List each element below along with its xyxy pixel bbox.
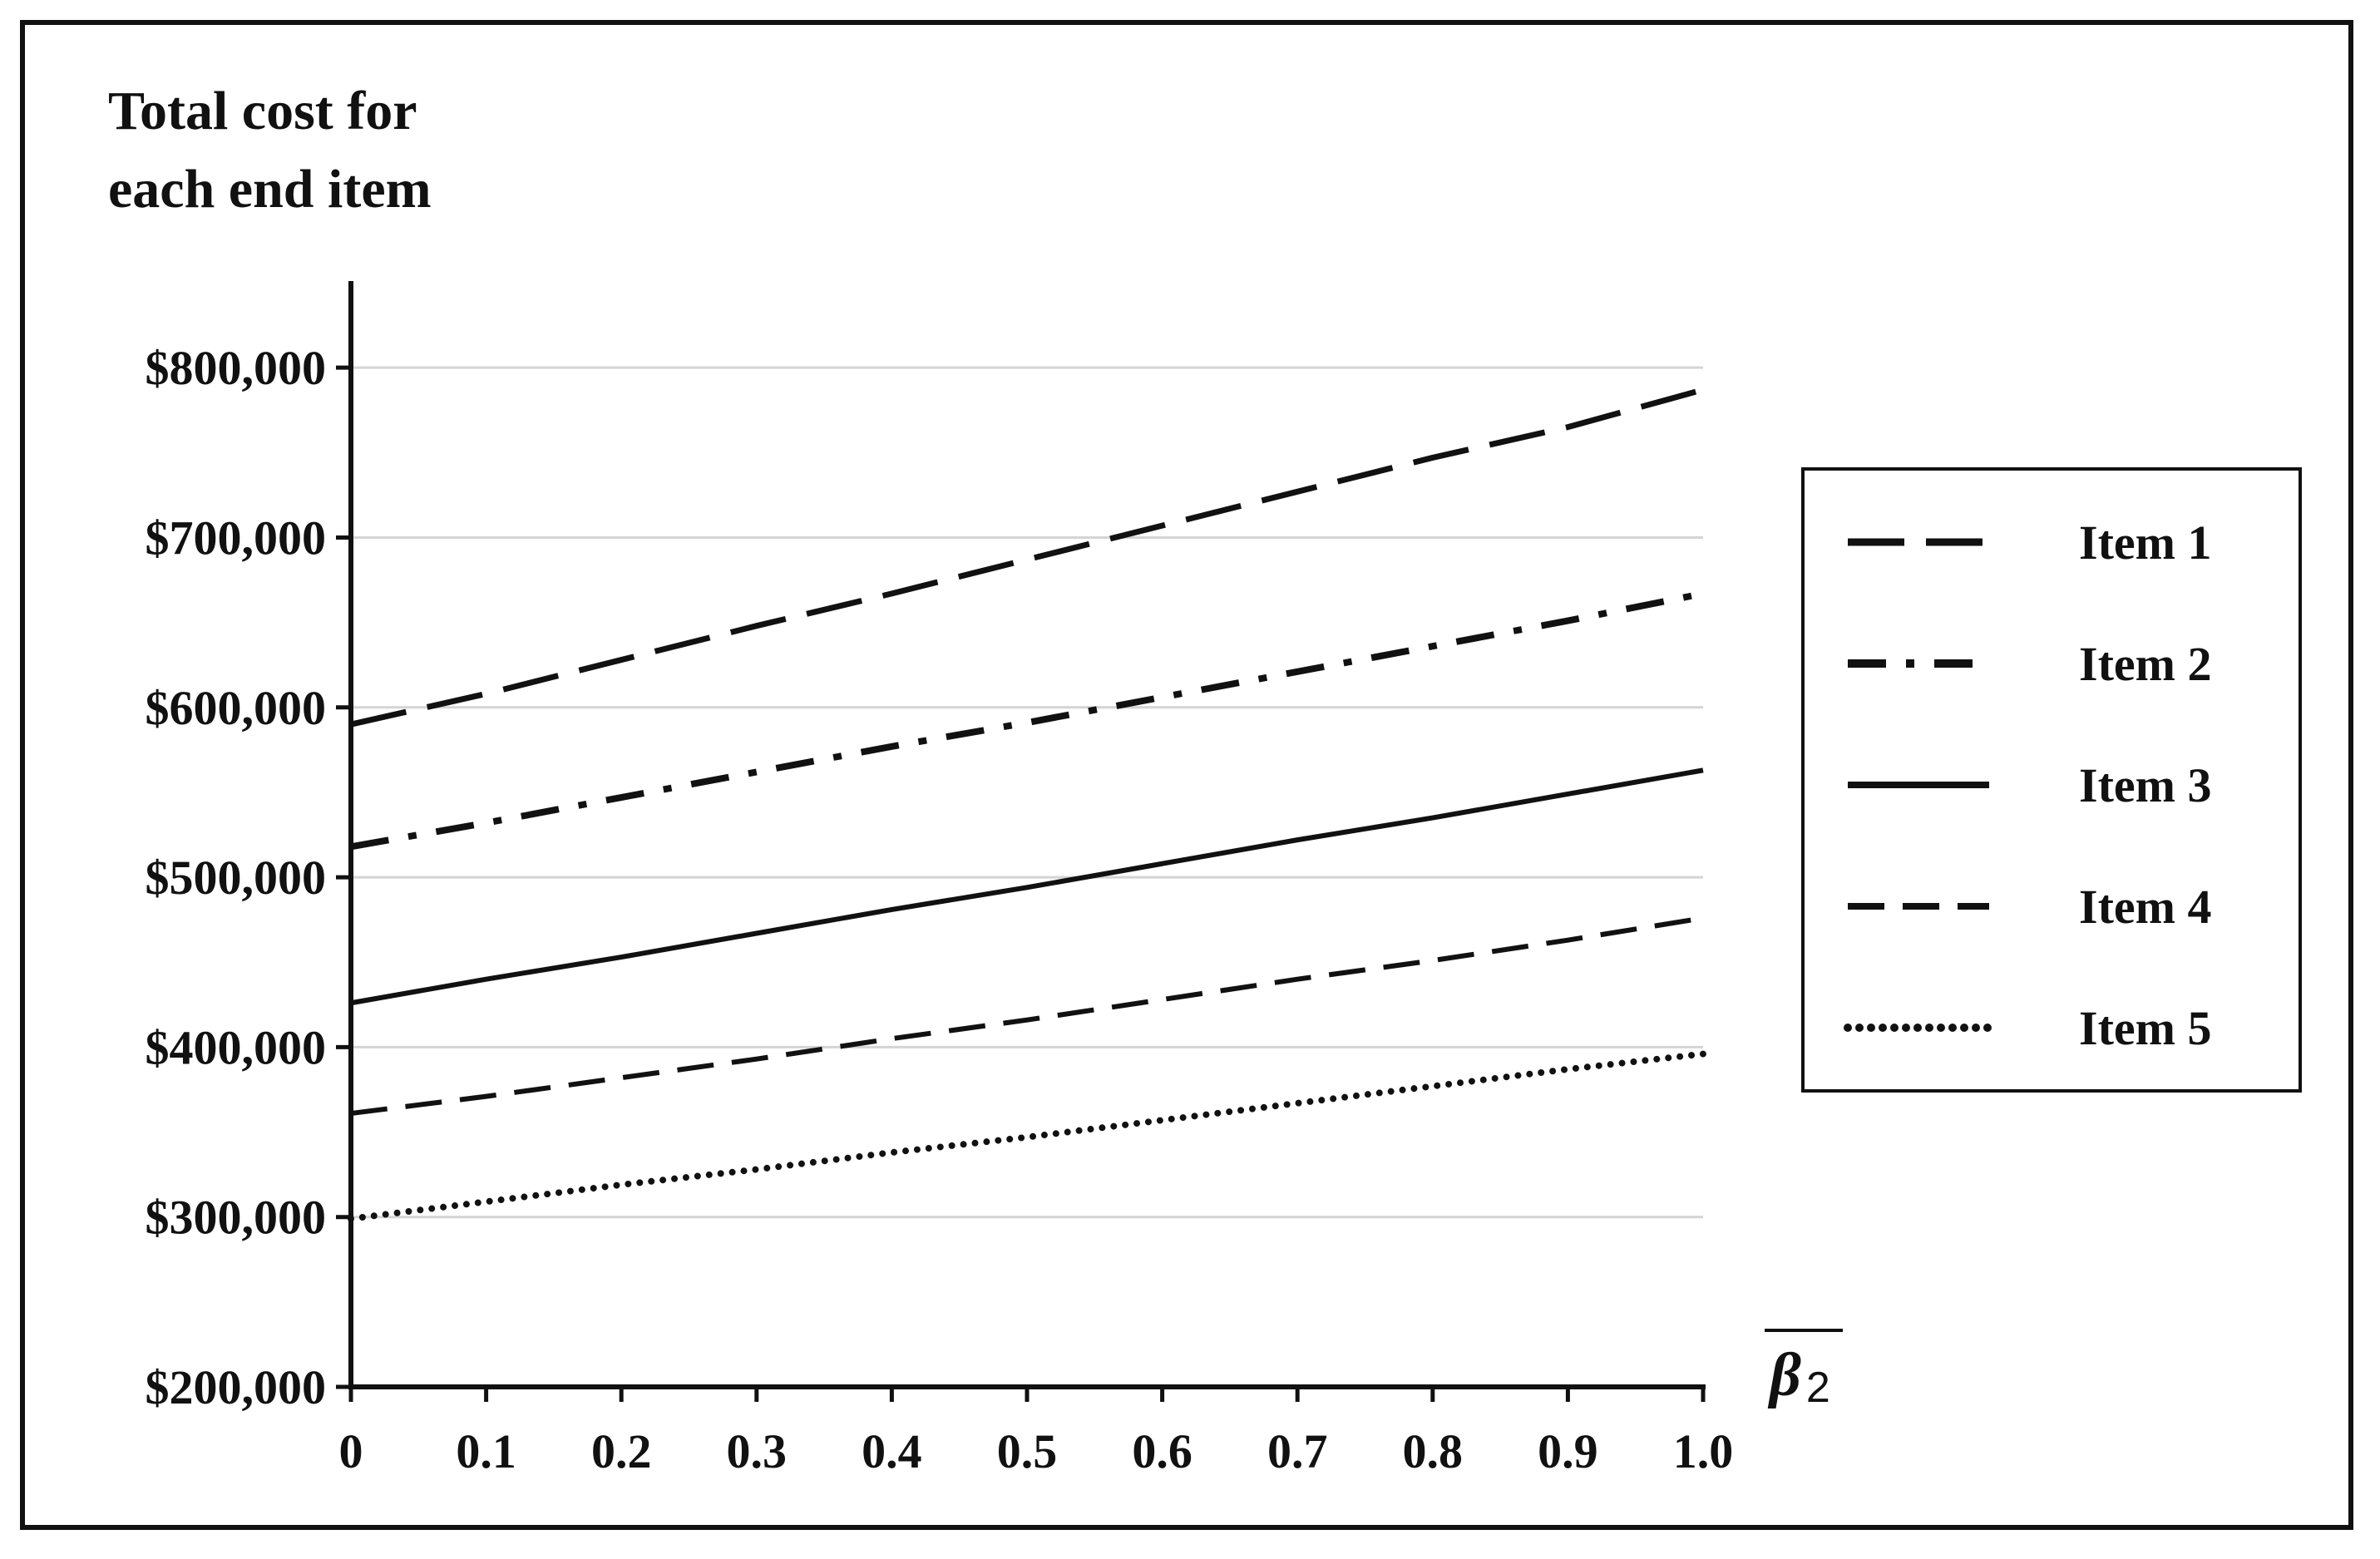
x-tick-label: 0.8: [1403, 1424, 1464, 1478]
x-tick-label: 0.1: [456, 1424, 516, 1478]
y-tick-label: $400,000: [146, 1020, 327, 1074]
series-line-item-3: [350, 767, 1704, 1006]
x-axis-label-base: β: [1767, 1341, 1801, 1409]
y-tick-label: $300,000: [146, 1191, 327, 1245]
y-tick-label: $800,000: [146, 341, 327, 395]
y-axis-label-line-2: each end item: [108, 159, 432, 220]
x-tick-label: 1.0: [1673, 1424, 1734, 1478]
y-tick-label: $500,000: [146, 851, 327, 905]
x-tick-label: 0.5: [997, 1424, 1058, 1478]
legend-label-item-3: Item 3: [2079, 758, 2211, 812]
series-line-item-2: [350, 590, 1704, 851]
x-tick-label: 0.6: [1132, 1424, 1192, 1478]
x-tick-label: 0.3: [727, 1424, 788, 1478]
legend: Item 1 Item 2 Item 3 Item 4 Item 5: [1801, 467, 2302, 1093]
y-tick-label: $600,000: [146, 681, 327, 735]
series-line-item-1: [350, 387, 1704, 728]
y-axis-label-line-1: Total cost for: [108, 81, 417, 141]
x-tick-label: 0.9: [1538, 1424, 1598, 1478]
x-axis-label-subscript: 2: [1806, 1364, 1830, 1412]
legend-label-item-1: Item 1: [2079, 516, 2211, 570]
x-tick-label: 0.4: [862, 1424, 922, 1478]
legend-label-item-5: Item 5: [2079, 1001, 2211, 1055]
legend-label-item-2: Item 2: [2079, 637, 2211, 691]
y-tick-label: $200,000: [146, 1360, 327, 1414]
series-line-item-4: [350, 915, 1704, 1117]
y-tick-label: $700,000: [146, 511, 327, 565]
x-tick-label: 0.7: [1267, 1424, 1328, 1478]
axes: [336, 281, 1706, 1402]
grid-lines: [351, 366, 1703, 1219]
tick-labels: $200,000 $300,000 $400,000 $500,000 $600,000…: [146, 341, 1734, 1478]
legend-label-item-4: Item 4: [2079, 880, 2211, 934]
legend-box: [1801, 467, 2302, 1093]
series-lines: [348, 387, 1706, 1222]
x-tick-label: 0.2: [591, 1424, 652, 1478]
series-line-item-5: [348, 1050, 1706, 1222]
x-tick-label: 0: [339, 1424, 363, 1478]
